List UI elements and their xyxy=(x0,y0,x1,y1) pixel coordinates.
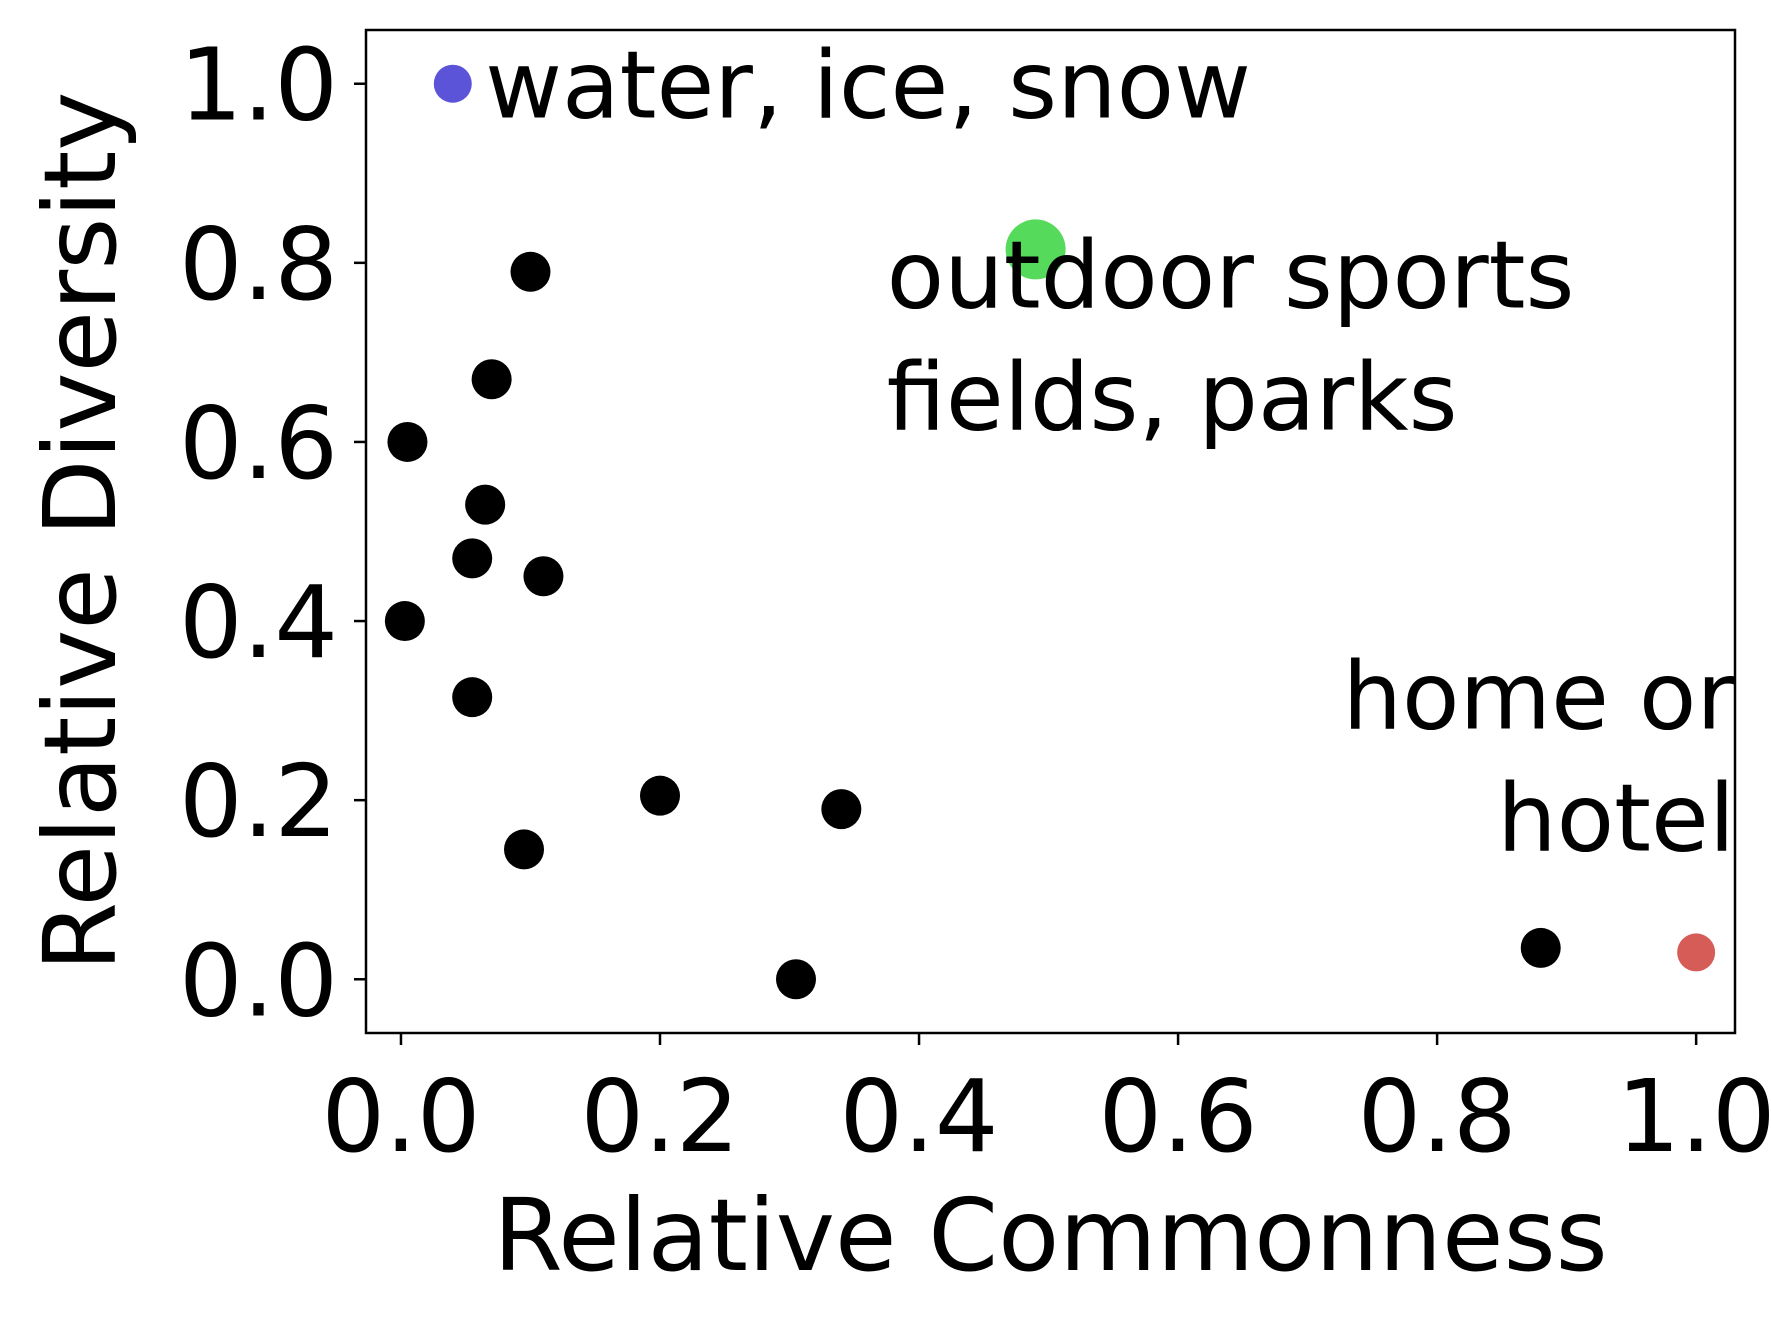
data-point xyxy=(471,359,512,400)
plot-frame xyxy=(364,28,1737,1035)
y-tick-label: 0.2 xyxy=(179,743,338,860)
points-layer xyxy=(384,64,1716,1000)
point-annotation: outdoor sports xyxy=(887,221,1575,330)
data-point xyxy=(640,775,681,816)
data-point xyxy=(504,829,545,870)
x-axis-label: Relative Commonness xyxy=(493,1177,1608,1294)
point-annotation: hotel xyxy=(1497,764,1735,873)
y-axis-label: Relative Diversity xyxy=(22,92,139,972)
point-annotation: fields, parks xyxy=(887,343,1458,452)
x-tick-label: 1.0 xyxy=(1617,1058,1771,1175)
y-tick-label: 0.0 xyxy=(179,922,338,1039)
annotations-layer: water, ice, snow outdoor sports fields, pa… xyxy=(485,32,1735,874)
data-point xyxy=(1005,219,1066,280)
data-point xyxy=(1677,933,1716,972)
x-tick-label: 0.6 xyxy=(1099,1058,1258,1175)
data-point xyxy=(1520,927,1561,968)
data-point xyxy=(452,538,493,579)
y-tick-label: 1.0 xyxy=(179,27,338,144)
x-tick-label: 0.0 xyxy=(321,1058,480,1175)
x-tick-label: 0.2 xyxy=(580,1058,739,1175)
point-annotation: water, ice, snow xyxy=(485,32,1251,141)
data-point xyxy=(775,959,816,1000)
data-point xyxy=(384,601,425,642)
y-tick-label: 0.8 xyxy=(179,206,338,323)
data-point xyxy=(387,421,428,462)
ticks-layer: 0.0 0.2 0.4 0.6 0.8 1.0 0.0 0.2 0.4 0.6 0.8 1.0 xyxy=(179,27,1771,1175)
data-point xyxy=(821,789,862,830)
x-tick-label: 0.8 xyxy=(1358,1058,1517,1175)
data-point xyxy=(452,677,493,718)
data-point xyxy=(510,251,551,292)
data-point xyxy=(523,556,564,597)
x-tick-label: 0.4 xyxy=(840,1058,999,1175)
y-tick-label: 0.6 xyxy=(179,385,338,502)
point-annotation: home or xyxy=(1342,642,1735,751)
y-tick-label: 0.4 xyxy=(179,564,338,681)
data-point xyxy=(465,484,506,525)
data-point xyxy=(433,64,472,103)
